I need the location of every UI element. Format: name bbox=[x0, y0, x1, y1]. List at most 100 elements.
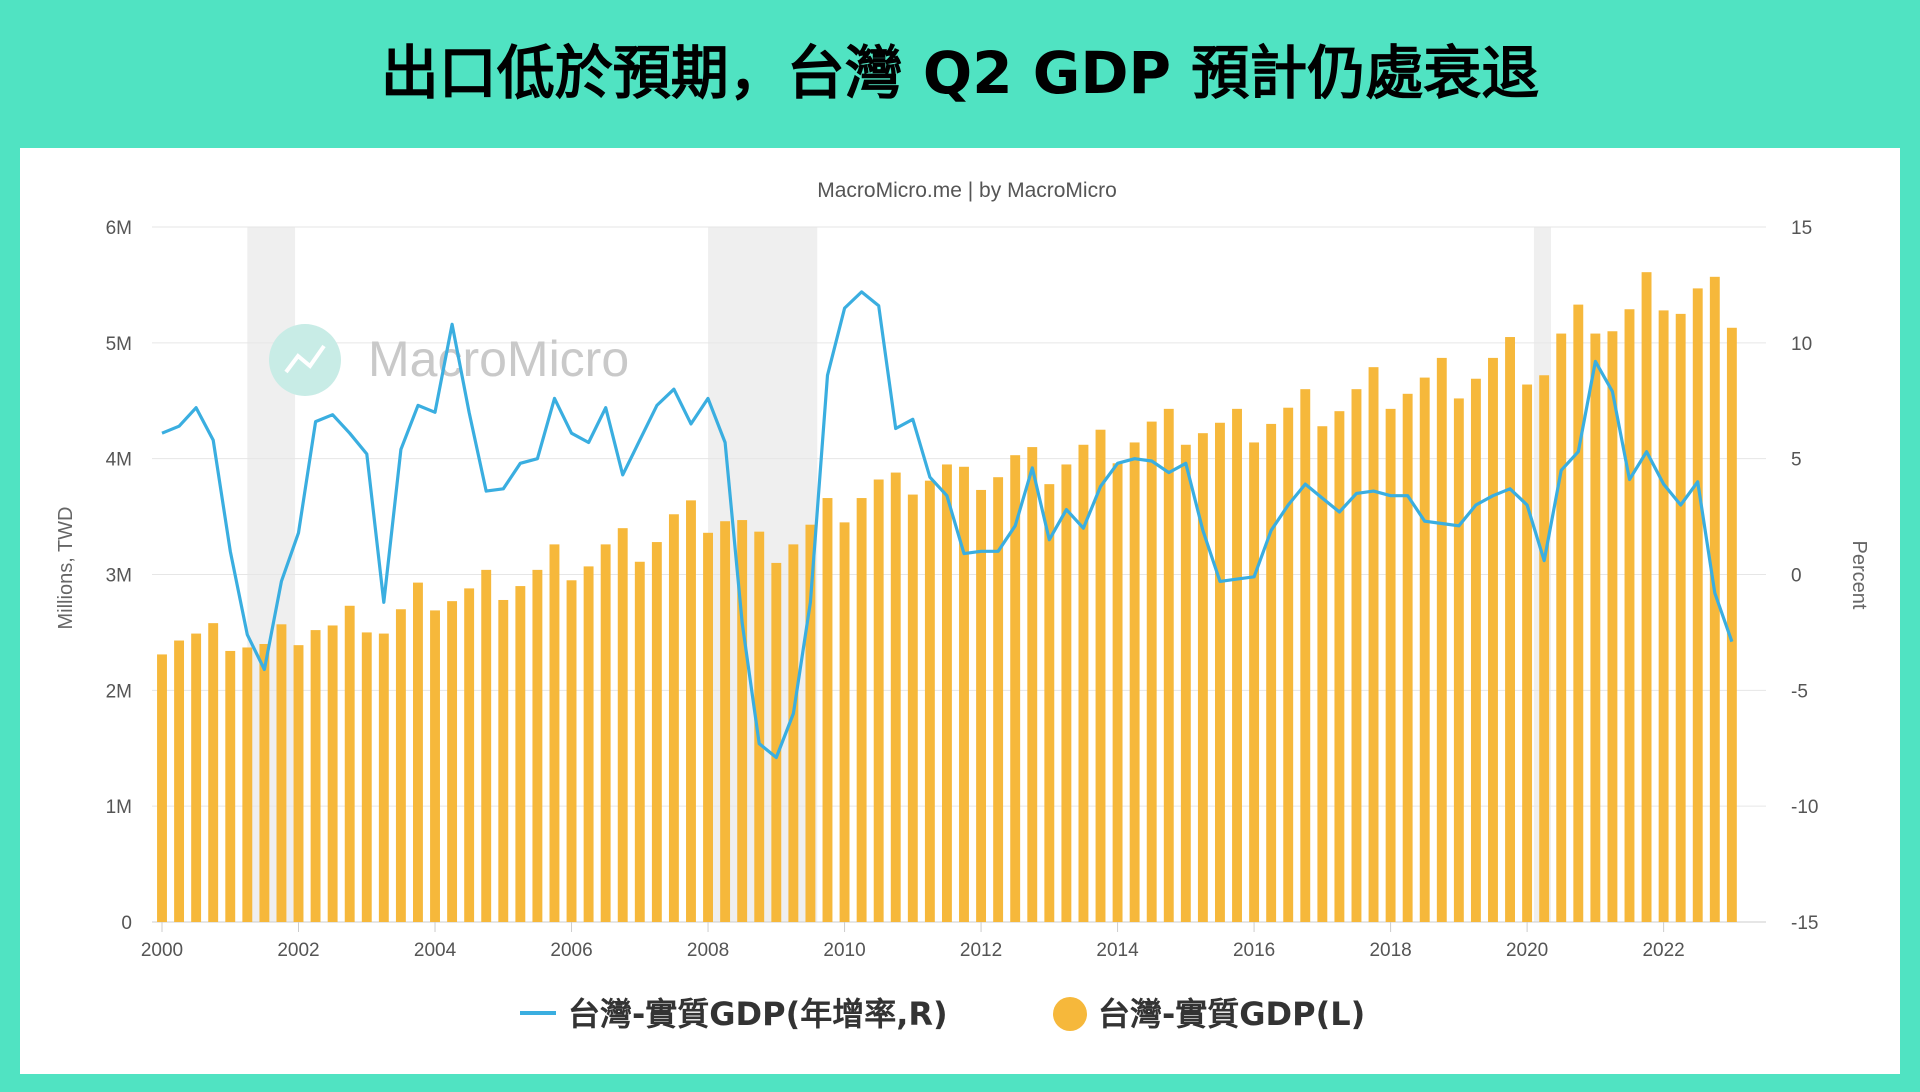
right-tick-label: -15 bbox=[1791, 913, 1818, 934]
bar bbox=[1300, 389, 1311, 922]
bar bbox=[1488, 357, 1498, 922]
bar bbox=[1232, 408, 1242, 922]
x-tick-label: 2000 bbox=[141, 940, 183, 961]
bar bbox=[617, 528, 628, 922]
bar bbox=[1726, 327, 1737, 922]
legend-circle-marker bbox=[1053, 997, 1087, 1031]
right-axis-ticks: -15 -10 -5 0 5 10 15 bbox=[1791, 218, 1818, 934]
bar bbox=[1590, 333, 1601, 922]
bar bbox=[771, 562, 782, 922]
x-tick-label: 2014 bbox=[1096, 940, 1139, 961]
bar bbox=[157, 654, 167, 922]
x-tick-label: 2006 bbox=[550, 940, 592, 961]
bar bbox=[1334, 411, 1345, 922]
bar bbox=[703, 532, 713, 922]
bar bbox=[976, 489, 987, 922]
bar bbox=[395, 609, 406, 922]
bar bbox=[1658, 310, 1669, 922]
bar bbox=[1249, 442, 1260, 922]
bar bbox=[788, 544, 799, 922]
bar bbox=[1044, 484, 1055, 922]
y-tick-label: 1M bbox=[106, 797, 132, 818]
bar bbox=[959, 466, 969, 922]
bar bbox=[174, 640, 185, 922]
bar bbox=[1675, 313, 1686, 922]
bar bbox=[924, 480, 935, 922]
bar bbox=[1607, 331, 1618, 922]
bar bbox=[413, 582, 423, 922]
bar bbox=[754, 531, 765, 922]
bar bbox=[1112, 463, 1123, 922]
x-tick-label: 2008 bbox=[687, 940, 729, 961]
right-tick-label: 5 bbox=[1791, 450, 1802, 471]
left-axis-ticks: 0 1M 2M 3M 4M 5M 6M bbox=[106, 218, 132, 934]
bar bbox=[191, 633, 202, 922]
bar bbox=[1624, 309, 1635, 922]
bar bbox=[668, 514, 679, 922]
bar bbox=[1010, 455, 1021, 922]
bar bbox=[430, 610, 440, 922]
line-series bbox=[161, 290, 1734, 760]
right-tick-label: 0 bbox=[1791, 566, 1802, 587]
bar bbox=[566, 580, 577, 922]
right-tick-label: 10 bbox=[1791, 334, 1812, 355]
x-tick-label: 2004 bbox=[414, 940, 457, 961]
bar bbox=[310, 630, 321, 922]
bar-series bbox=[157, 272, 1737, 922]
bar bbox=[515, 586, 526, 922]
bar bbox=[549, 544, 560, 922]
bar bbox=[686, 500, 696, 922]
right-tick-label: 15 bbox=[1791, 218, 1812, 239]
bar bbox=[1283, 407, 1294, 922]
bar bbox=[1095, 429, 1106, 922]
bar bbox=[1266, 423, 1277, 922]
growth-line bbox=[161, 290, 1734, 760]
left-axis-label: Millions, TWD bbox=[55, 507, 77, 630]
x-tick-label: 2012 bbox=[960, 940, 1002, 961]
bar bbox=[1351, 389, 1362, 922]
x-axis-ticks: 2000 2002 2004 2006 2008 2010 2012 2014 2016 2018… bbox=[141, 922, 1685, 961]
bar bbox=[1146, 421, 1157, 922]
chart-subtitle: MacroMicro.me | by MacroMicro bbox=[817, 179, 1117, 202]
bar bbox=[1402, 393, 1413, 922]
bar bbox=[890, 472, 901, 922]
bar bbox=[1419, 377, 1430, 922]
chart-panel: MacroMicro 0 1M 2M 3M 4M 5M 6M -15 -10 -5 0 5 10 15 … bbox=[20, 148, 1900, 1074]
bar bbox=[532, 569, 543, 922]
legend-item-gdp[interactable]: 台灣-實質GDP(L) bbox=[1053, 995, 1365, 1033]
bar bbox=[1453, 398, 1464, 922]
bar bbox=[720, 521, 731, 922]
bar bbox=[1641, 272, 1652, 922]
y-tick-label: 5M bbox=[106, 334, 132, 355]
bar bbox=[822, 498, 833, 922]
bar bbox=[361, 632, 372, 922]
right-tick-label: -5 bbox=[1791, 681, 1808, 702]
bar bbox=[1129, 442, 1140, 922]
y-tick-label: 6M bbox=[106, 218, 132, 239]
watermark-logo bbox=[269, 324, 341, 396]
bar bbox=[327, 625, 338, 922]
bar bbox=[208, 623, 219, 922]
bar bbox=[651, 542, 662, 922]
bar bbox=[600, 544, 611, 922]
bar bbox=[1385, 408, 1396, 922]
bar bbox=[1539, 375, 1550, 922]
x-tick-label: 2022 bbox=[1642, 940, 1684, 961]
bar bbox=[941, 464, 952, 922]
y-tick-label: 4M bbox=[106, 450, 132, 471]
bar bbox=[1027, 447, 1038, 922]
bar bbox=[225, 650, 236, 922]
bar bbox=[1215, 422, 1225, 922]
bar bbox=[856, 498, 867, 922]
bar bbox=[1692, 288, 1703, 922]
right-axis-label: Percent bbox=[1848, 541, 1870, 610]
bar bbox=[447, 601, 458, 922]
bar bbox=[1368, 367, 1379, 922]
bar bbox=[1163, 408, 1174, 922]
bar bbox=[1573, 304, 1584, 922]
bar bbox=[634, 561, 645, 922]
bar bbox=[481, 569, 492, 922]
bar bbox=[583, 566, 594, 922]
bar bbox=[378, 633, 389, 922]
legend-item-growth[interactable]: 台灣-實質GDP(年增率,R) bbox=[520, 995, 948, 1033]
